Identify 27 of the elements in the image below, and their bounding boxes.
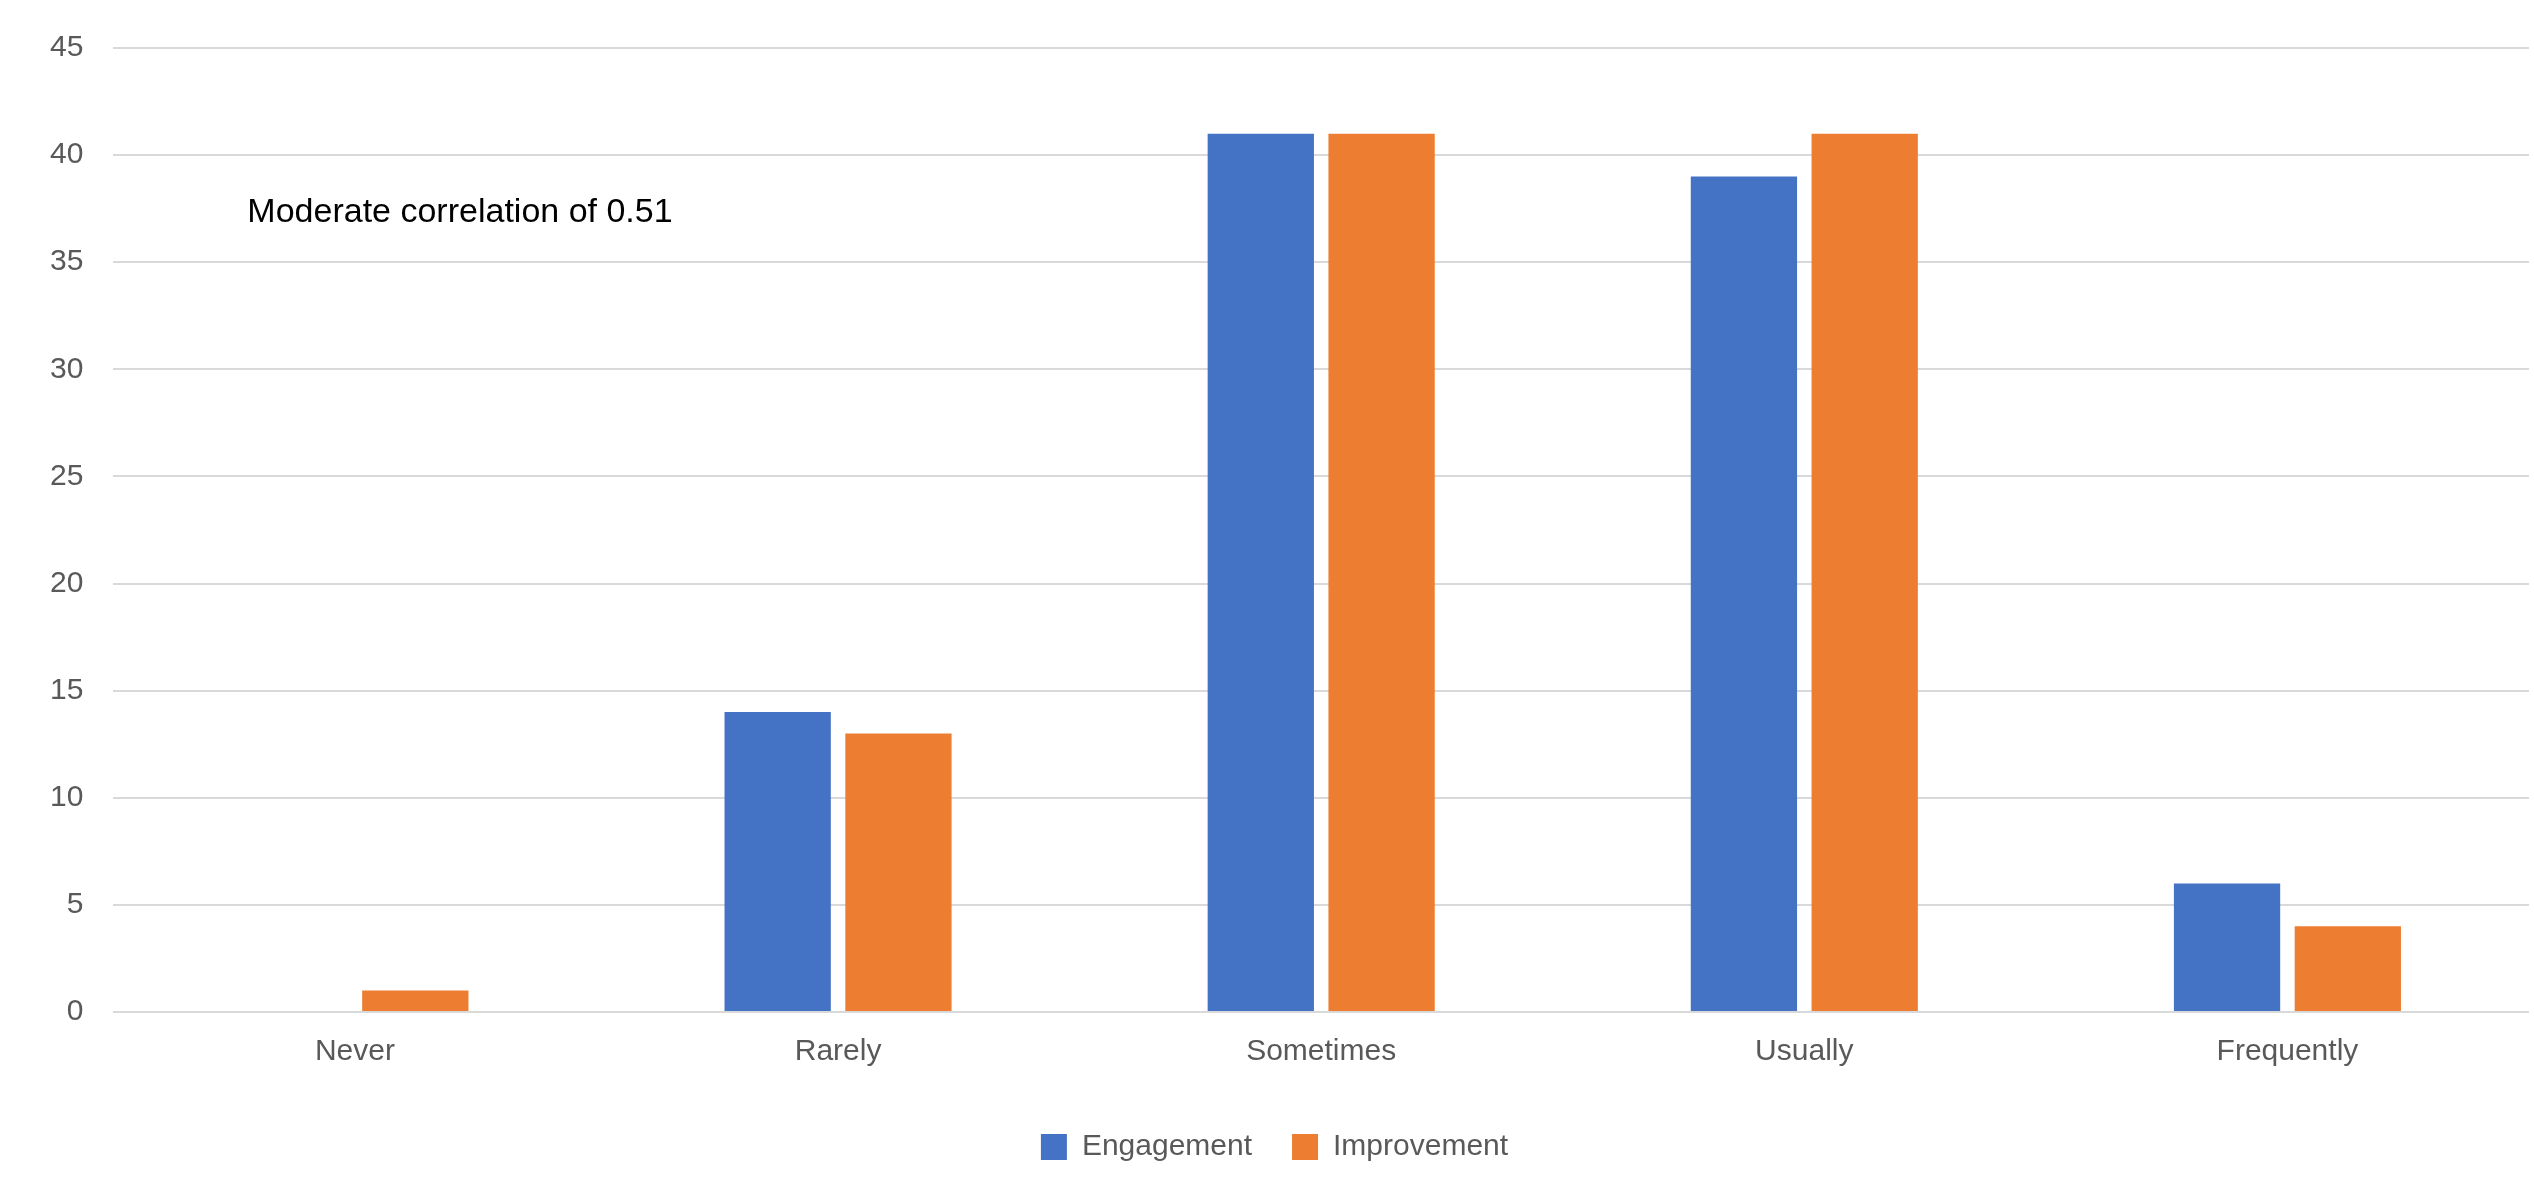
- bar: [362, 990, 469, 1011]
- bar: [845, 733, 952, 1011]
- y-tick-label: 10: [49, 779, 84, 813]
- x-tick-label: Rarely: [794, 1033, 882, 1067]
- x-tick-label: Never: [314, 1033, 395, 1067]
- y-tick-label: 45: [49, 29, 84, 63]
- legend-label: Engagement: [1081, 1128, 1253, 1162]
- bar: [1328, 133, 1435, 1011]
- y-tick-label: 30: [49, 350, 84, 384]
- bar: [1811, 133, 1918, 1011]
- y-tick-label: 20: [49, 564, 84, 598]
- y-tick-label: 15: [49, 671, 84, 705]
- bar: [1690, 176, 1798, 1011]
- bar: [2173, 883, 2281, 1011]
- legend-label: Improvement: [1333, 1128, 1509, 1162]
- y-tick-label: 40: [49, 136, 84, 170]
- bar: [1207, 133, 1314, 1011]
- bar: [724, 712, 831, 1011]
- bar: [2294, 926, 2401, 1011]
- x-tick-label: Frequently: [2216, 1033, 2359, 1067]
- y-tick-label: 5: [66, 886, 84, 920]
- x-tick-label: Usually: [1755, 1033, 1854, 1067]
- y-tick-label: 25: [49, 457, 84, 491]
- x-tick-label: Sometimes: [1246, 1033, 1397, 1067]
- y-tick-label: 35: [49, 243, 84, 277]
- y-tick-label: 0: [66, 993, 84, 1027]
- annotation: Moderate correlation of 0.51: [247, 191, 673, 230]
